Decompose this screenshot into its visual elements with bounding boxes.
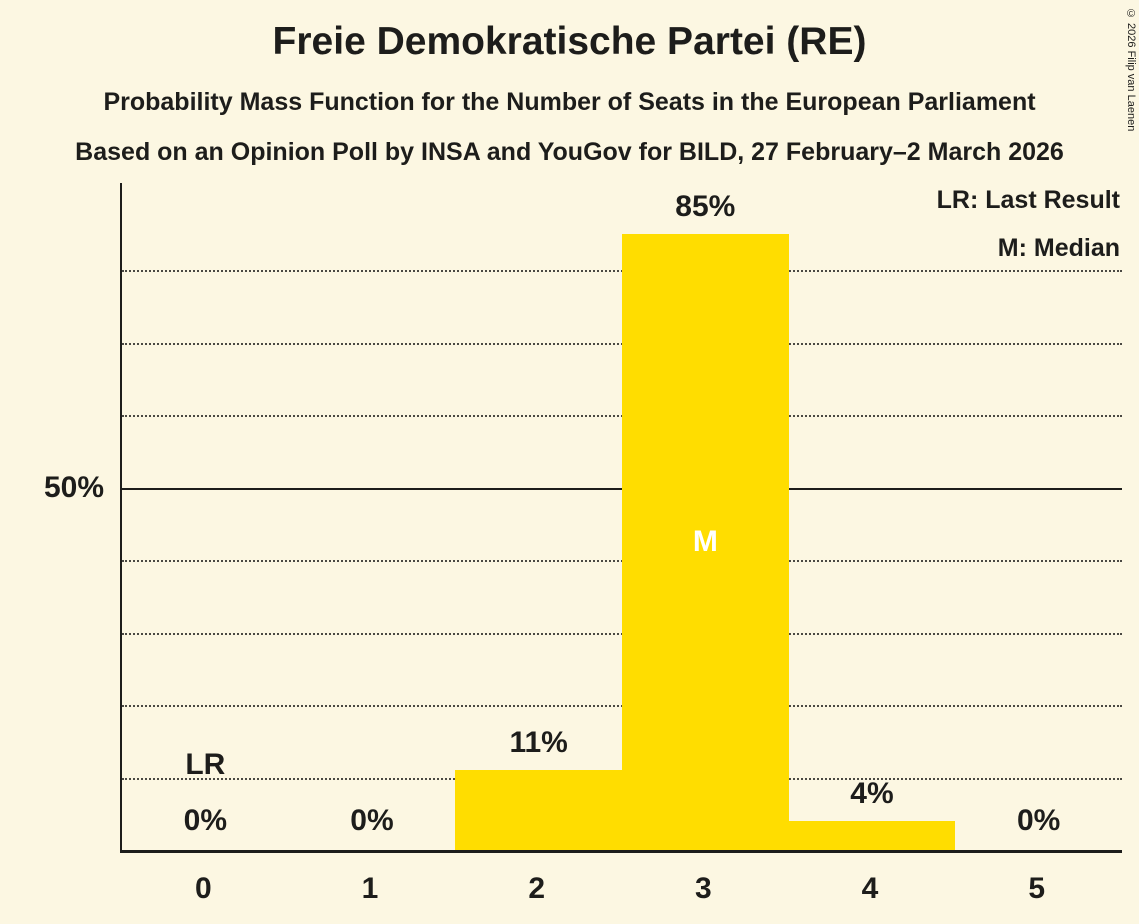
legend-median: M: Median	[997, 234, 1120, 262]
x-axis-tick-label-3: 3	[694, 872, 712, 905]
bar-value-label-2: 11%	[509, 726, 568, 760]
chart-title: Freie Demokratische Partei (RE)	[272, 20, 867, 63]
bar-value-label-0: 0%	[183, 804, 227, 837]
x-axis-tick-label-0: 0	[194, 872, 212, 905]
x-axis-tick-label-4: 4	[861, 872, 879, 905]
bar-seats-3	[622, 233, 789, 850]
plot-area: 0% LR 0% 11% 85% M 4% 0%	[120, 183, 1122, 853]
y-axis-tick-label: 50%	[43, 470, 104, 504]
bar-seats-4	[788, 821, 956, 850]
x-axis-tick-label-1: 1	[361, 872, 379, 905]
bar-value-label-1: 0%	[350, 804, 394, 837]
bar-value-label-5: 0%	[1016, 804, 1061, 837]
median-marker: M	[692, 524, 718, 558]
chart-subtitle-line2: Based on an Opinion Poll by INSA and You…	[75, 138, 1064, 166]
chart-subtitle-line1: Probability Mass Function for the Number…	[103, 88, 1036, 116]
x-axis-tick-label-2: 2	[528, 872, 545, 905]
bar-seats-2	[455, 770, 622, 850]
copyright-notice: © 2026 Filip van Laenen	[1125, 8, 1137, 132]
bar-value-label-3: 85%	[675, 189, 736, 223]
legend-last-result: LR: Last Result	[936, 186, 1120, 214]
x-axis-tick-label-5: 5	[1028, 872, 1045, 905]
bar-value-label-4: 4%	[850, 777, 894, 810]
last-result-marker: LR	[185, 748, 226, 781]
